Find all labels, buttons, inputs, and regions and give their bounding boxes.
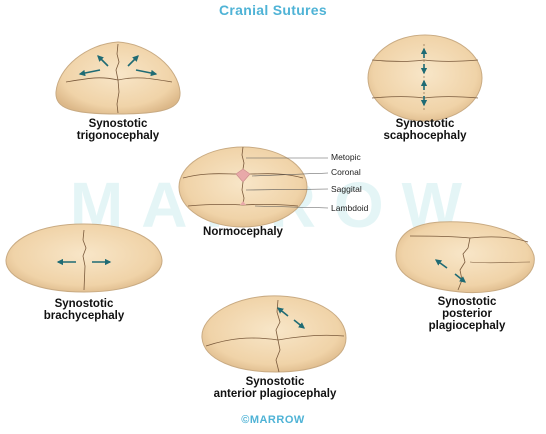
leader-line-lambdoid	[254, 205, 329, 209]
brand-logo-text: ©MARROW	[241, 414, 305, 426]
skull-trigonocephaly	[55, 41, 181, 115]
caption-scaphocephaly: Synostotic scaphocephaly	[383, 118, 467, 142]
caption-trigonocephaly: Synostotic trigonocephaly	[76, 118, 160, 142]
arrow-icon	[97, 55, 109, 67]
metopic-suture-line	[241, 146, 245, 170]
label-metopic: Metopic	[331, 152, 361, 162]
label-lambdoid: Lambdoid	[331, 203, 369, 213]
label-saggital: Saggital	[331, 184, 362, 194]
caption-brachycephaly: Synostotic brachycephaly	[43, 298, 125, 322]
coronal-suture-line	[182, 173, 304, 179]
arrow-icon	[293, 319, 305, 329]
arrow-icon	[78, 69, 101, 77]
lambdoid-suture-line	[469, 261, 531, 264]
caption-anterior-plagiocephaly: Synostotic anterior plagiocephaly	[213, 376, 337, 400]
anterior-fontanelle	[235, 168, 251, 183]
caption-posterior-plagiocephaly: Synostotic posterior plagiocephaly	[428, 296, 506, 332]
skull-scaphocephaly	[367, 34, 483, 122]
caption-normocephaly: Normocephaly	[203, 226, 283, 238]
arrow-icon	[454, 273, 466, 283]
skull-anterior-plagiocephaly	[201, 295, 347, 373]
diagram-title: Cranial Sutures	[219, 2, 327, 18]
sagittal-suture-line	[82, 229, 87, 291]
sagittal-suture-line	[275, 339, 281, 373]
arrow-icon	[135, 69, 158, 77]
arrow-icon	[277, 307, 289, 317]
metopic-suture-line	[115, 43, 120, 81]
sagittal-suture-line	[241, 181, 245, 206]
arrow-icon	[434, 259, 448, 269]
skull-posterior-plagiocephaly	[395, 221, 535, 294]
leader-line-coronal	[251, 172, 329, 177]
label-coronal: Coronal	[331, 167, 361, 177]
arrow-icon	[127, 55, 139, 67]
sagittal-suture-line	[116, 79, 120, 114]
posterior-fontanelle	[240, 201, 246, 205]
skull-brachycephaly	[5, 223, 163, 293]
skull-normocephaly	[178, 146, 329, 228]
leader-line-saggital	[245, 188, 329, 191]
